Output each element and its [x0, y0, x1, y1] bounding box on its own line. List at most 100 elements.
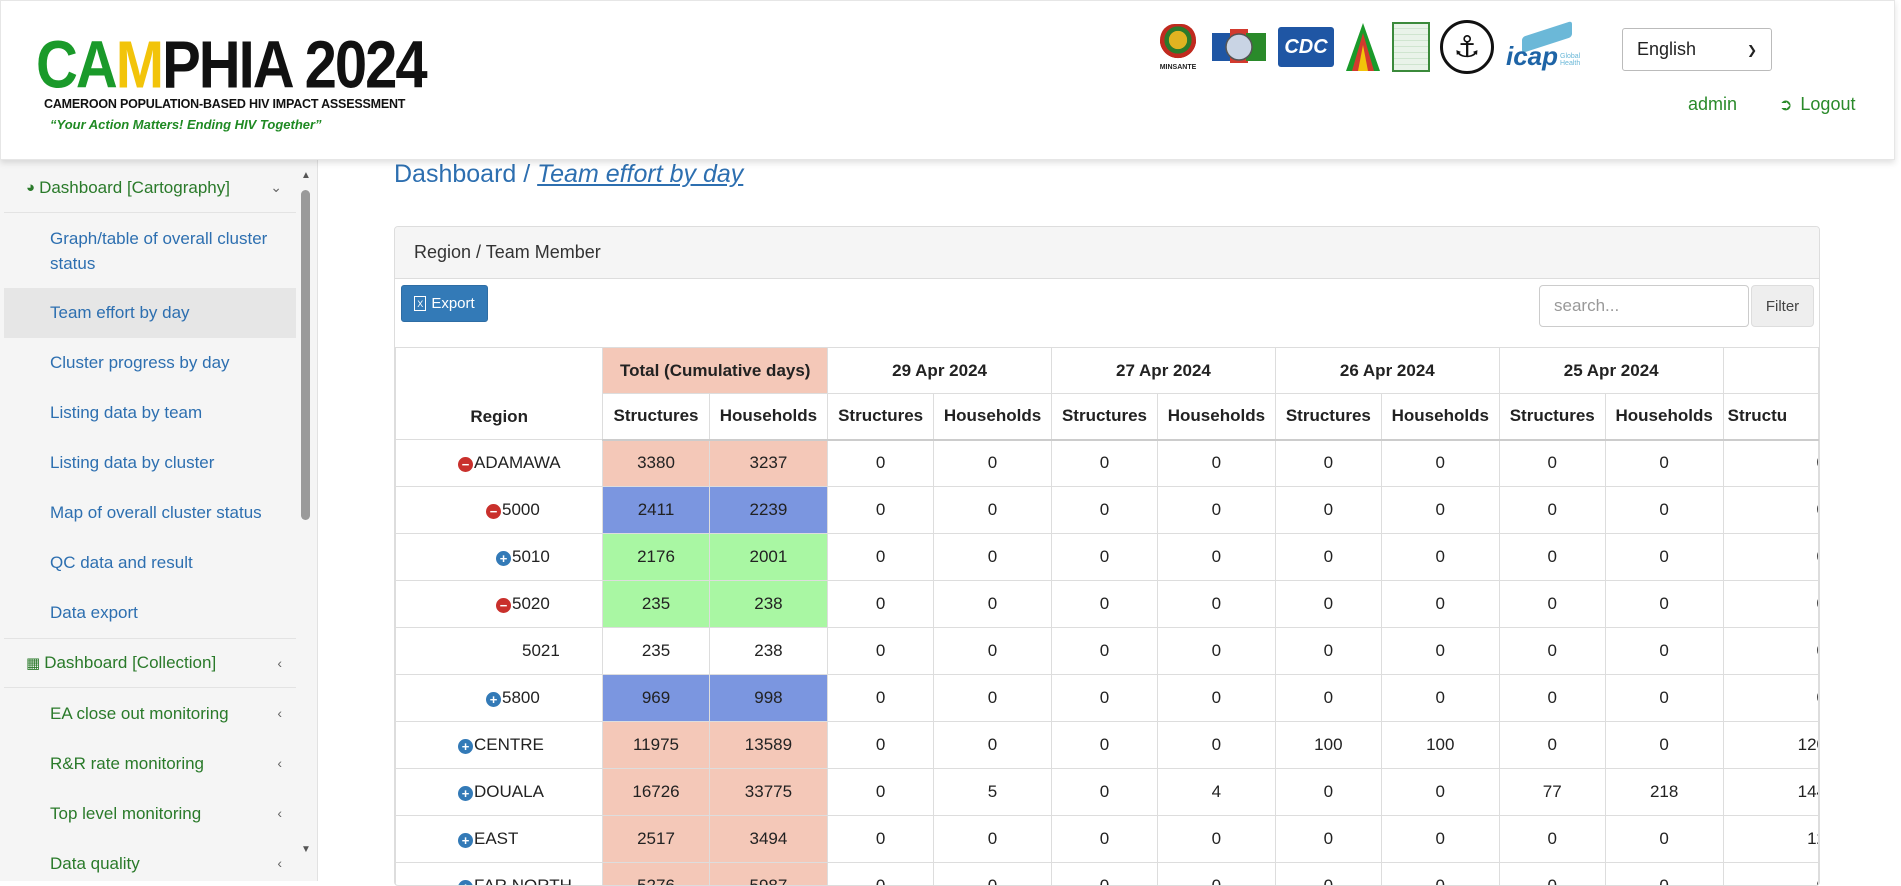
region-cell: +DOUALA [396, 769, 603, 816]
camphia-logo[interactable]: CAMPHIA 2024 CAMEROON POPULATION-BASED H… [36, 31, 326, 141]
sidebar-item-rr-rate[interactable]: R&R rate monitoring ‹ [4, 751, 296, 776]
households-cell: 0 [1605, 816, 1723, 863]
breadcrumb-current[interactable]: Team effort by day [537, 160, 743, 188]
chevron-left-icon: ‹ [277, 655, 282, 671]
structures-header-truncated[interactable]: Structu [1723, 394, 1818, 440]
structures-cell: 0 [1275, 675, 1381, 722]
structures-header[interactable]: Structures [1499, 394, 1605, 440]
households-header[interactable]: Households [934, 394, 1052, 440]
collapse-icon[interactable]: − [496, 598, 511, 613]
table-row[interactable]: +FAR NORTH52765987000000000 [396, 863, 1819, 886]
households-header[interactable]: Households [1157, 394, 1275, 440]
date-header[interactable]: 27 Apr 2024 [1052, 348, 1276, 394]
sidebar-item-listing-by-team[interactable]: Listing data by team [4, 400, 296, 425]
structures-header[interactable]: Structures [1052, 394, 1158, 440]
structures-cell: 0 [828, 675, 934, 722]
expand-icon[interactable]: + [458, 833, 473, 848]
sidebar-group-cartography[interactable]: ◕ Dashboard [Cartography] ⌄ [4, 163, 296, 213]
structures-cell: 0 [1052, 675, 1158, 722]
structures-cell-truncated: 0 [1723, 863, 1818, 886]
scroll-up-icon[interactable]: ▲ [301, 170, 311, 181]
table-row[interactable]: −500024112239000000000 [396, 487, 1819, 534]
structures-header[interactable]: Structures [1275, 394, 1381, 440]
date-header[interactable]: 26 Apr 2024 [1275, 348, 1499, 394]
region-cell: −5000 [396, 487, 603, 534]
structures-cell: 0 [828, 487, 934, 534]
households-cell: 0 [1605, 722, 1723, 769]
sidebar-group-collection[interactable]: ▦ Dashboard [Collection] ‹ [4, 638, 296, 688]
households-header[interactable]: Households [1605, 394, 1723, 440]
total-header[interactable]: Total (Cumulative days) [603, 348, 828, 394]
table-row[interactable]: +5800969998000000000 [396, 675, 1819, 722]
structures-header[interactable]: Structures [828, 394, 934, 440]
collapse-icon[interactable]: − [458, 457, 473, 472]
households-cell: 0 [1381, 487, 1499, 534]
structures-cell: 0 [1052, 581, 1158, 628]
structures-cell: 0 [1052, 534, 1158, 581]
households-cell: 0 [934, 675, 1052, 722]
sidebar-item-map-cluster-status[interactable]: Map of overall cluster status [4, 500, 296, 525]
structures-cell-truncated: 12 [1723, 816, 1818, 863]
sidebar-item-data-export[interactable]: Data export [4, 600, 296, 625]
total-structures-cell: 969 [603, 675, 709, 722]
sidebar-item-qc-data[interactable]: QC data and result [4, 550, 296, 575]
sidebar-item-overall-cluster-status[interactable]: Graph/table of overall cluster status [4, 226, 296, 276]
region-cell: +FAR NORTH [396, 863, 603, 886]
table-body: −ADAMAWA33803237000000000−50002411223900… [396, 440, 1819, 886]
scrollbar-thumb[interactable] [301, 190, 310, 520]
sidebar-item-top-level[interactable]: Top level monitoring ‹ [4, 801, 296, 826]
date-header[interactable]: 25 Apr 2024 [1499, 348, 1723, 394]
logout-link[interactable]: ➲ Logout [1779, 94, 1855, 115]
expand-icon[interactable]: + [458, 739, 473, 754]
households-cell: 0 [934, 534, 1052, 581]
total-households-cell: 33775 [709, 769, 827, 816]
sidebar-item-cluster-progress[interactable]: Cluster progress by day [4, 350, 296, 375]
sidebar-item-ea-closeout[interactable]: EA close out monitoring ‹ [4, 701, 296, 726]
scroll-down-icon[interactable]: ▼ [301, 844, 311, 855]
sidebar-item-team-effort[interactable]: Team effort by day [4, 288, 296, 338]
expand-icon[interactable]: + [458, 786, 473, 801]
total-structures-cell: 11975 [603, 722, 709, 769]
expand-icon[interactable]: + [486, 692, 501, 707]
table-row[interactable]: +EAST251734940000000012 [396, 816, 1819, 863]
table-row[interactable]: +DOUALA167263377505040077218144 [396, 769, 1819, 816]
region-header[interactable]: Region [396, 348, 603, 440]
export-button[interactable]: X Export [401, 285, 488, 322]
sidebar-scrollbar[interactable]: ▲ ▼ [296, 160, 316, 860]
table-row[interactable]: −ADAMAWA33803237000000000 [396, 440, 1819, 487]
households-cell: 0 [1381, 581, 1499, 628]
total-households-cell: 13589 [709, 722, 827, 769]
households-cell: 0 [1157, 863, 1275, 886]
sidebar-item-listing-by-cluster[interactable]: Listing data by cluster [4, 450, 296, 475]
chevron-left-icon: ‹ [277, 701, 282, 726]
households-cell: 0 [1157, 675, 1275, 722]
language-select[interactable]: English ❯ [1622, 28, 1772, 71]
team-effort-table: Region Total (Cumulative days) 29 Apr 20… [395, 347, 1819, 886]
icap-logo: icap Global Health [1504, 27, 1584, 67]
structures-header[interactable]: Structures [603, 394, 709, 440]
structures-cell-truncated: 0 [1723, 440, 1818, 487]
region-label: DOUALA [474, 782, 544, 801]
households-header[interactable]: Households [1381, 394, 1499, 440]
partner-logos: MINSANTE CDC ⚓ icap Global Health [1156, 19, 1584, 75]
sidebar-item-data-quality[interactable]: Data quality ‹ [4, 851, 296, 876]
structures-cell: 0 [828, 534, 934, 581]
cdc-logo: CDC [1278, 27, 1334, 67]
table-row[interactable]: +CENTRE1197513589000010010000120 [396, 722, 1819, 769]
households-cell: 0 [1381, 816, 1499, 863]
total-structures-cell: 16726 [603, 769, 709, 816]
user-link[interactable]: admin [1688, 94, 1737, 115]
filter-button[interactable]: Filter [1751, 285, 1814, 327]
date-header[interactable]: 29 Apr 2024 [828, 348, 1052, 394]
collapse-icon[interactable]: − [486, 504, 501, 519]
households-cell: 0 [1605, 863, 1723, 886]
breadcrumb-root[interactable]: Dashboard [394, 160, 516, 188]
search-input[interactable]: search... [1539, 285, 1749, 327]
households-header[interactable]: Households [709, 394, 827, 440]
expand-icon[interactable]: + [496, 551, 511, 566]
table-row[interactable]: 5021235238000000000 [396, 628, 1819, 675]
region-label: 5010 [512, 547, 550, 566]
table-row[interactable]: −5020235238000000000 [396, 581, 1819, 628]
table-row[interactable]: +501021762001000000000 [396, 534, 1819, 581]
compass-icon: ◕ [26, 179, 35, 196]
